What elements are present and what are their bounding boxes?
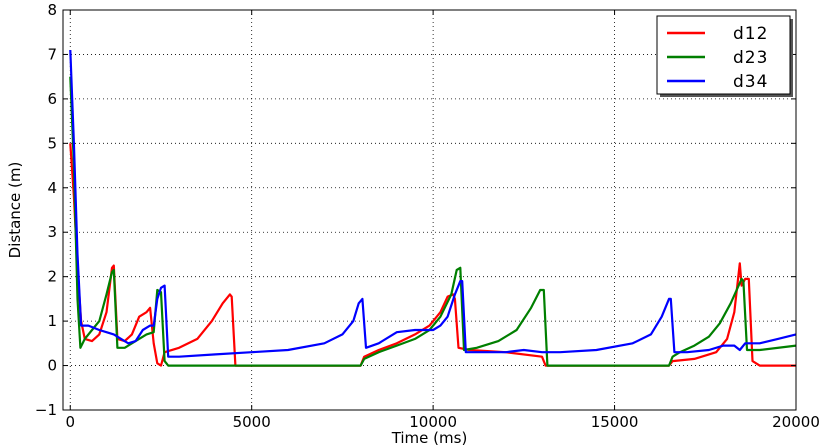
y-tick-label: 6	[47, 90, 57, 108]
x-tick-label: 15000	[591, 413, 639, 431]
legend-label-d34: d34	[733, 72, 768, 92]
plot-frame	[62, 9, 797, 411]
y-tick-label: 5	[47, 134, 57, 152]
legend-box	[656, 15, 791, 95]
x-tick-label: 5000	[233, 413, 271, 431]
y-tick-label: 7	[47, 45, 57, 63]
legend-label-d12: d12	[733, 24, 768, 44]
y-tick-label: 0	[47, 357, 57, 375]
legend-label-d23: d23	[733, 48, 768, 68]
y-tick-label: 3	[47, 223, 57, 241]
x-tick-label: 20000	[772, 413, 820, 431]
ticks: 0 5000 10000 15000 20000 −1 0 1 2 3 4 5 6 7 8	[35, 1, 820, 431]
y-tick-label: 4	[47, 179, 57, 197]
legend: d12 d23 d34	[656, 15, 793, 97]
y-tick-label: 8	[47, 1, 57, 19]
y-tick-label: −1	[35, 401, 57, 419]
y-tick-label: 2	[47, 268, 57, 286]
series-line-d34	[69, 49, 797, 358]
series-lines	[69, 49, 797, 367]
y-tick-label: 1	[47, 312, 57, 330]
x-tick-label: 10000	[409, 413, 457, 431]
x-axis-label: Time (ms)	[391, 429, 468, 447]
y-axis-label: Distance (m)	[6, 162, 24, 259]
x-tick-label: 0	[65, 413, 75, 431]
